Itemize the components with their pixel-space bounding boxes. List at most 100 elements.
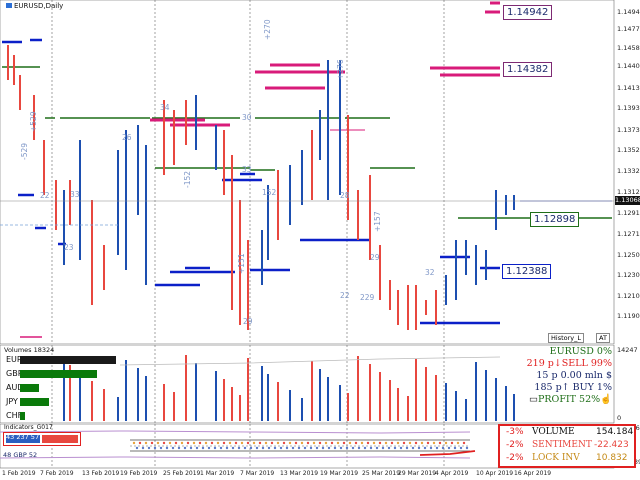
indicator-line-purple-low [0,456,471,459]
indicator-dot [216,441,220,445]
indicator-dot [210,441,214,445]
indicator-dot [411,446,415,450]
currency-strength-bar [20,370,97,378]
price-axis-label: 1.12710 [617,230,640,238]
indicator-title: Indicators_G017 [4,424,53,431]
currency-label: JPY [6,397,18,406]
indicator-dot [279,446,283,450]
indicator-dot [144,441,148,445]
indicator-dot [222,441,226,445]
indicator-dot [378,441,382,445]
indicator-dot [132,441,136,445]
indicator-dot [270,441,274,445]
indicator-dot [228,441,232,445]
currency-strength-bar [20,398,49,406]
level-label: -529 [20,143,29,160]
indicator-dot [168,441,172,445]
indicator-dot [204,441,208,445]
indicator-dot [225,446,229,450]
price-axis-label: 1.14135 [617,84,640,92]
indicator-dot [456,441,460,445]
indicator-dot [354,441,358,445]
indicator-dot [309,446,313,450]
indicator-dot [273,446,277,450]
indicator-dot [348,441,352,445]
date-label: 7 Mar 2019 [240,470,275,477]
volume-panel[interactable] [0,345,640,425]
indicator-dot [426,441,430,445]
indicator-dot [285,446,289,450]
indicator-dot [381,446,385,450]
level-label: 28 [340,191,350,200]
indicator-dot [450,441,454,445]
indicator-dot [330,441,334,445]
indicator-dot [189,446,193,450]
level-label: 22 [340,291,350,300]
date-label: 13 Feb 2019 [82,470,120,477]
indicator-dot [198,441,202,445]
indicator-dot [174,441,178,445]
indicator-dot [141,446,145,450]
indicator-dot [213,446,217,450]
indicator-dot [276,441,280,445]
indicator-dot [327,446,331,450]
current-price-marker: 1.13068 [615,196,640,205]
indicator-dot [405,446,409,450]
indicator-dot [240,441,244,445]
pair-percent: EURUSD 0% [549,346,612,357]
price-axis-label: 1.13730 [617,126,640,134]
indicator-dot [459,446,463,450]
level-label: +157 [373,211,382,232]
level-label: 23 [64,243,74,252]
buy-info: 185 p↑ BUY 1% [534,382,612,393]
volume-scale-bottom: 0 [617,414,622,422]
indicator-dot [345,446,349,450]
price-axis-label: 1.13120 [617,188,640,196]
monitor-icon: ▭ [529,394,538,405]
level-label: 229 [360,293,375,302]
volume-ma-line [119,356,501,366]
currency-strength-bar [20,412,25,420]
indicator-dot [303,446,307,450]
indicator-dot [246,441,250,445]
indicator-dot [147,446,151,450]
meter-bar-1: 43 237 57 [3,432,81,446]
indicator-dot [336,441,340,445]
date-label: 19 Feb 2019 [120,470,158,477]
level-label: -152 [183,171,192,188]
history-tab[interactable]: History_L [548,333,584,343]
indicator-dot [306,441,310,445]
indicator-dot [435,446,439,450]
volume-info-line: 15 p 0.00 mln $ [536,370,612,381]
indicator-line-purple [0,430,471,434]
level-label: 30 [242,113,252,122]
level-label: 34 [160,103,170,112]
info-row-lock-inv: -2% LOCK INV 10.832 [506,453,628,463]
indicator-dot [321,446,325,450]
symbol-tab[interactable]: EURUSD,Daily [6,2,63,10]
info-row-volume: -3% VOLUME 154.184 [506,427,634,437]
indicator-dot [453,446,457,450]
indicator-dot [366,441,370,445]
indicator-dot [231,446,235,450]
indicator-dot [420,441,424,445]
indicator-dot [372,441,376,445]
indicator-dot [195,446,199,450]
price-axis-label: 1.12915 [617,209,640,217]
indicator-dot [192,441,196,445]
level-label: +270 [263,19,272,40]
price-axis-label: 1.13325 [617,167,640,175]
price-axis-label: 1.12100 [617,292,640,300]
indicator-dot [369,446,373,450]
level-label: +276 [336,59,345,80]
level-label: +151 [237,253,246,274]
history-button[interactable]: AT [596,333,610,343]
price-chart[interactable]: +270 +529 -529 +276 26 30 22 33 23 28 152 -152 29 22 +… [0,0,640,346]
price-axis-label: 1.12505 [617,251,640,259]
info-row-sentiment: -2% SENTIMENT -22.423 [506,440,629,450]
indicator-arrow [419,450,476,456]
indicator-dot [387,446,391,450]
indicator-dot [186,441,190,445]
indicator-dot [408,441,412,445]
